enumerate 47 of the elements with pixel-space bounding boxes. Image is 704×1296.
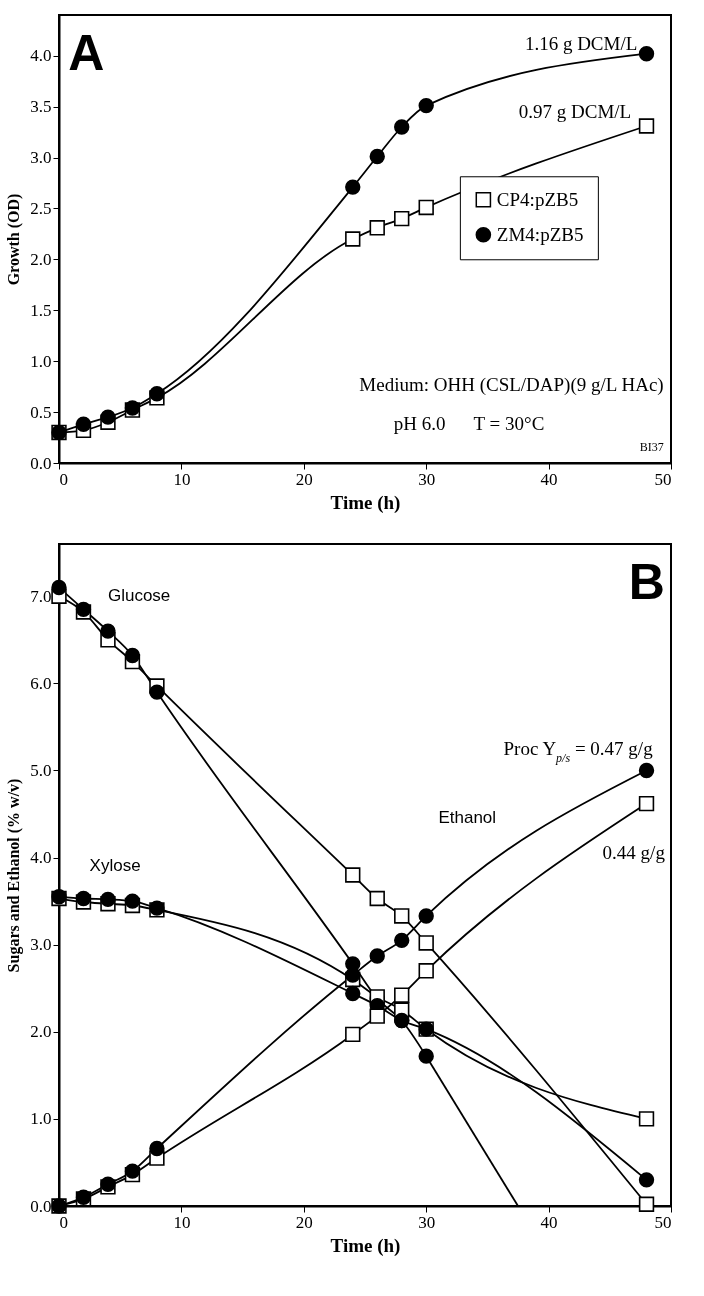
y-axis-title: Sugars and Ethanol (% w/v) xyxy=(5,778,24,973)
y-tick-label: 3.0 xyxy=(30,935,52,955)
y-tick-label: 3.5 xyxy=(30,97,52,117)
y-tick-label: 1.5 xyxy=(30,300,52,320)
y-tick-label: 2.5 xyxy=(30,198,52,218)
legend-label: CP4:pZB5 xyxy=(496,188,579,210)
annotation: Xylose xyxy=(89,856,141,876)
annotation: Ethanol xyxy=(438,808,497,828)
x-tick-label: 20 xyxy=(295,469,313,489)
x-tick-label: 40 xyxy=(540,469,558,489)
y-axis-title: Growth (OD) xyxy=(5,193,24,286)
annotation: Medium: OHH (CSL/DAP)(9 g/L HAc) xyxy=(359,374,664,397)
y-tick-label: 0.5 xyxy=(30,402,52,422)
x-tick-label: 50 xyxy=(654,469,672,489)
annotation: A xyxy=(68,25,105,82)
annotation: Glucose xyxy=(107,586,171,606)
x-tick-label: 30 xyxy=(418,1212,436,1232)
y-tick-label: 7.0 xyxy=(30,586,52,606)
annotation: 0.97 g DCM/L xyxy=(518,100,632,122)
x-tick-label: 20 xyxy=(295,1212,313,1232)
y-tick-label: 0.0 xyxy=(30,453,52,473)
x-tick-label: 10 xyxy=(173,469,191,489)
y-tick-label: 3.0 xyxy=(30,148,52,168)
annotation: B xyxy=(628,553,665,610)
y-tick-label: 2.0 xyxy=(30,249,52,269)
legend-label: ZM4:pZB5 xyxy=(496,223,584,245)
y-tick-label: 2.0 xyxy=(30,1022,52,1042)
x-tick-label: 40 xyxy=(540,1212,558,1232)
y-tick-label: 5.0 xyxy=(30,760,52,780)
x-axis-title: Time (h) xyxy=(330,491,401,514)
y-tick-label: 0.0 xyxy=(30,1196,52,1216)
x-tick-label: 30 xyxy=(418,469,436,489)
annotation: pH 6.0 T = 30°C xyxy=(393,412,545,434)
y-tick-label: 1.0 xyxy=(30,1109,52,1129)
annotation: 1.16 g DCM/L xyxy=(524,32,638,54)
x-tick-label: 10 xyxy=(173,1212,191,1232)
annotation: BI37 xyxy=(639,440,664,455)
x-tick-label: 50 xyxy=(654,1212,672,1232)
y-tick-label: 1.0 xyxy=(30,351,52,371)
y-tick-label: 6.0 xyxy=(30,673,52,693)
x-tick-label: 0 xyxy=(59,469,68,489)
x-tick-label: 0 xyxy=(59,1212,68,1232)
y-tick-label: 4.0 xyxy=(30,46,52,66)
y-tick-label: 4.0 xyxy=(30,848,52,868)
annotation: 0.44 g/g xyxy=(602,842,666,864)
x-axis-title: Time (h) xyxy=(330,1234,401,1257)
annotation: Proc Y$_{p/s}$ = 0.47 g/g xyxy=(503,737,654,765)
